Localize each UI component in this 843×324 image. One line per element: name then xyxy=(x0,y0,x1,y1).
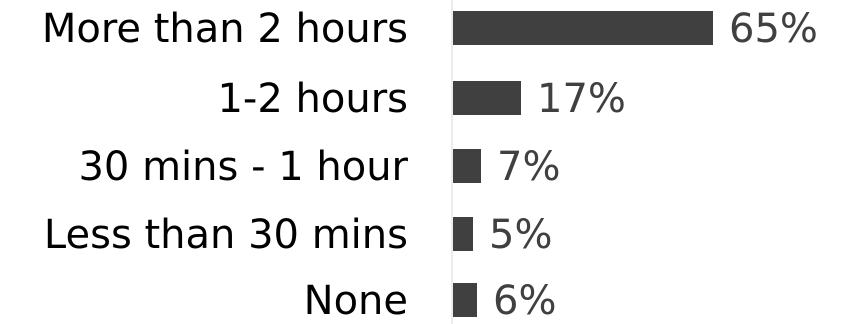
bar xyxy=(453,217,473,251)
bars-group xyxy=(453,11,713,317)
bar xyxy=(453,81,521,115)
value-label: 17% xyxy=(537,76,626,122)
value-label: 5% xyxy=(489,212,552,258)
bar xyxy=(453,149,481,183)
category-label: None xyxy=(304,278,408,324)
bar xyxy=(453,11,713,45)
value-label: 6% xyxy=(493,278,556,324)
category-label: Less than 30 mins xyxy=(44,212,408,258)
bar xyxy=(453,283,477,317)
category-label: More than 2 hours xyxy=(42,6,408,52)
category-label: 30 mins - 1 hour xyxy=(78,144,408,190)
value-label: 7% xyxy=(497,144,560,190)
category-label: 1-2 hours xyxy=(217,76,408,122)
value-label: 65% xyxy=(729,6,818,52)
